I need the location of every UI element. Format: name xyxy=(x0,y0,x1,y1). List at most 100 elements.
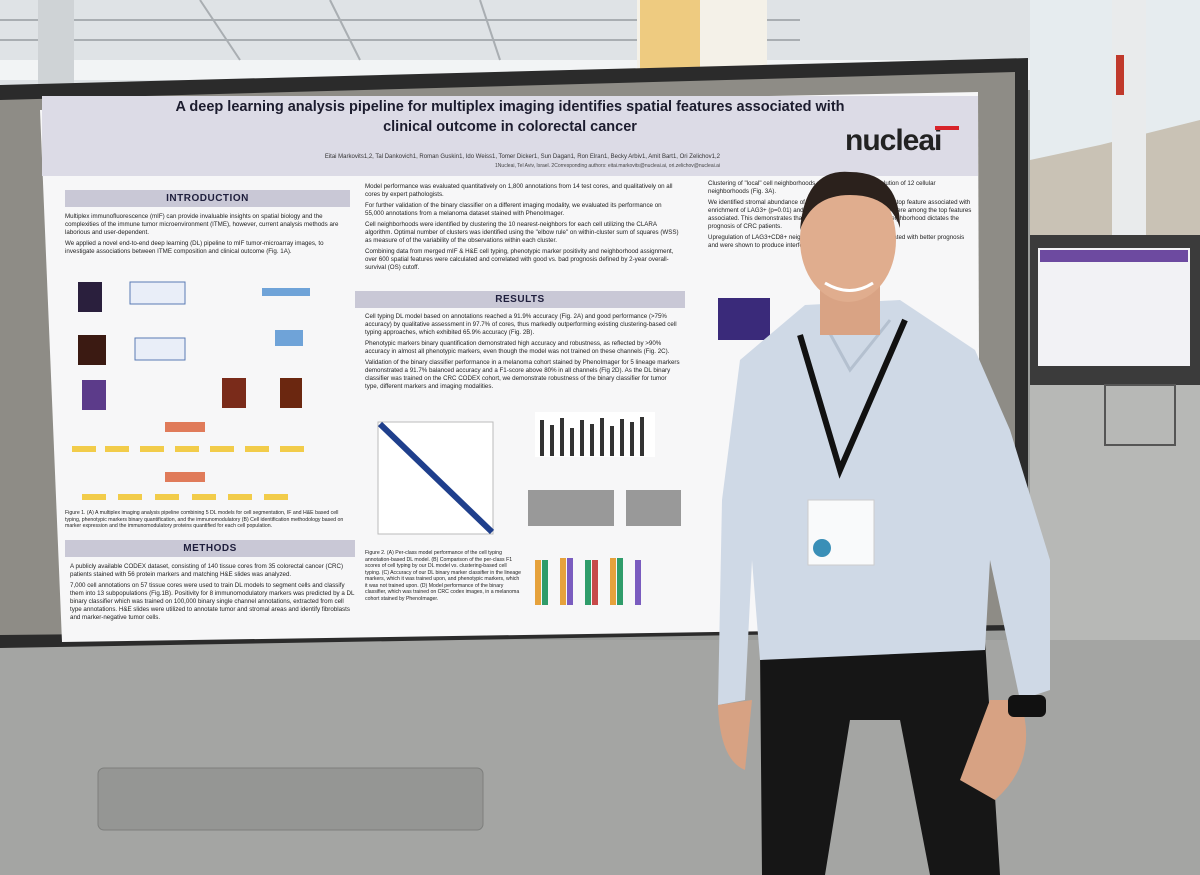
right-hand xyxy=(960,700,1027,800)
shape xyxy=(617,558,623,605)
shape xyxy=(264,494,288,500)
paragraph: We applied a novel end-to-end deep learn… xyxy=(65,240,324,255)
shape xyxy=(105,446,129,452)
shape xyxy=(535,560,541,605)
shape xyxy=(592,560,598,605)
second-poster xyxy=(1038,248,1190,366)
paragraph: Multiplex immunofluorescence (mIF) can p… xyxy=(65,213,339,236)
shape xyxy=(535,412,655,457)
head xyxy=(800,178,896,302)
shape xyxy=(540,420,544,456)
shape xyxy=(228,494,252,500)
shape xyxy=(528,490,614,526)
paragraph: Cell neighborhoods were identified by cl… xyxy=(365,221,679,244)
shape xyxy=(134,337,186,361)
badge-logo xyxy=(813,539,831,557)
shape xyxy=(140,446,164,452)
poster-title: A deep learning analysis pipeline for mu… xyxy=(175,99,845,135)
person xyxy=(718,171,1050,875)
shape xyxy=(550,425,554,456)
shape xyxy=(280,446,304,452)
shape xyxy=(192,494,216,500)
shape xyxy=(560,558,566,605)
chair xyxy=(1104,384,1176,446)
pillar-sign xyxy=(1116,55,1124,95)
section-text: A publicly available CODEX dataset, cons… xyxy=(70,563,355,625)
floor xyxy=(1030,380,1200,640)
paragraph: For further validation of the binary cla… xyxy=(365,202,662,217)
figure-3 xyxy=(718,298,770,340)
shape xyxy=(329,0,361,61)
figure-caption: Figure 2. (A) Per-class model performanc… xyxy=(365,550,522,602)
shape xyxy=(610,426,614,456)
shape xyxy=(78,335,106,365)
section-text: Multiplex immunofluorescence (mIF) can p… xyxy=(65,213,350,259)
left-hand xyxy=(718,700,752,770)
shape xyxy=(82,380,106,410)
section-heading: INTRODUCTION xyxy=(65,190,350,207)
shape xyxy=(275,330,303,346)
shape xyxy=(155,494,179,500)
shape xyxy=(199,0,241,61)
figure-caption: Figure 1. (A) A multiplex imaging analys… xyxy=(65,510,344,529)
shape xyxy=(222,378,246,408)
shape xyxy=(610,558,616,605)
shape xyxy=(262,288,310,296)
shape xyxy=(479,0,501,61)
hair xyxy=(800,171,900,230)
shape xyxy=(620,419,624,456)
collar xyxy=(826,319,892,373)
watch xyxy=(1008,695,1046,717)
paragraph: Model performance was evaluated quantita… xyxy=(365,183,673,198)
shape xyxy=(78,282,102,312)
shape xyxy=(280,378,302,408)
figure-2 xyxy=(377,412,681,605)
shape xyxy=(377,421,495,535)
shape xyxy=(165,422,205,432)
affiliation: 1Nucleai, Tel Aviv, Israel. 2Correspondi… xyxy=(495,163,720,169)
shape xyxy=(165,472,205,482)
trousers xyxy=(760,640,1000,875)
shape xyxy=(535,558,641,605)
floor-hatch xyxy=(97,767,484,831)
figure-1 xyxy=(72,281,310,500)
paragraph: Phenotypic markers binary quantification… xyxy=(365,340,670,355)
shape xyxy=(542,560,548,605)
shape xyxy=(570,428,574,456)
section-text: Cell typing DL model based on annotation… xyxy=(365,313,680,394)
shape xyxy=(640,417,644,456)
shape xyxy=(72,446,304,500)
paragraph: Combining data from merged mIF & H&E cel… xyxy=(365,248,674,271)
authors: Eitai Markovits1,2, Tal Dankovich1, Roma… xyxy=(324,154,720,160)
banner-art xyxy=(640,0,700,70)
shape xyxy=(175,446,199,452)
shape xyxy=(585,560,591,605)
poster-header-band xyxy=(42,96,978,176)
pillar xyxy=(38,0,74,90)
second-poster-header xyxy=(1040,250,1188,262)
shape xyxy=(129,281,186,305)
section-text: Model performance was evaluated quantita… xyxy=(365,183,680,275)
paragraph: Cell typing DL model based on annotation… xyxy=(365,313,677,336)
section-heading: METHODS xyxy=(65,540,355,557)
shape xyxy=(118,494,142,500)
shape xyxy=(72,446,96,452)
shape xyxy=(600,418,604,456)
shape xyxy=(567,558,573,605)
shape xyxy=(590,424,594,456)
shape xyxy=(540,417,644,456)
shape xyxy=(245,446,269,452)
logo: nucleai xyxy=(845,124,942,157)
shape xyxy=(580,420,584,456)
paragraph: Validation of the binary classifier perf… xyxy=(365,359,680,390)
shape xyxy=(630,422,634,456)
shirt xyxy=(718,300,1050,705)
shape xyxy=(560,418,564,456)
shape xyxy=(82,494,106,500)
shape xyxy=(210,446,234,452)
smile xyxy=(824,281,874,292)
shape xyxy=(635,560,641,605)
